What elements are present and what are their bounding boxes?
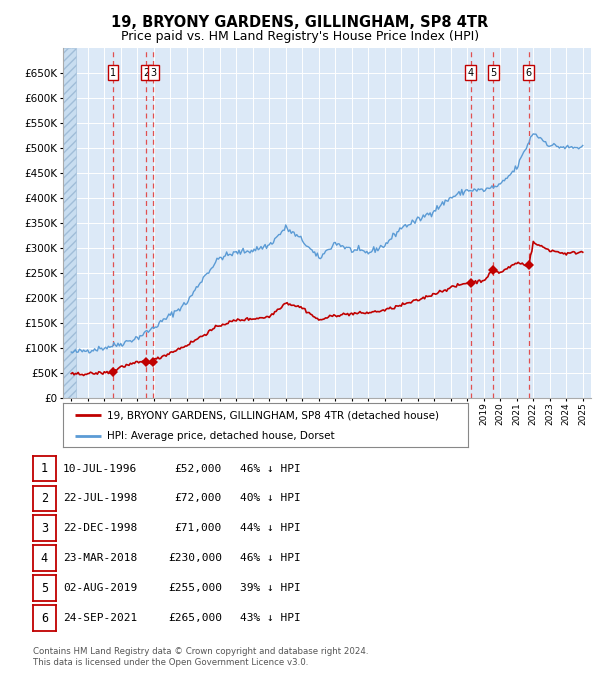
Text: 02-AUG-2019: 02-AUG-2019 [63, 583, 137, 593]
Text: 1: 1 [41, 462, 48, 475]
Text: 24-SEP-2021: 24-SEP-2021 [63, 613, 137, 623]
Text: 4: 4 [468, 67, 474, 78]
Text: 22-JUL-1998: 22-JUL-1998 [63, 494, 137, 503]
Text: 40% ↓ HPI: 40% ↓ HPI [240, 494, 301, 503]
Text: Contains HM Land Registry data © Crown copyright and database right 2024.
This d: Contains HM Land Registry data © Crown c… [33, 647, 368, 667]
Text: £230,000: £230,000 [168, 554, 222, 563]
Text: £255,000: £255,000 [168, 583, 222, 593]
Text: 3: 3 [41, 522, 48, 535]
Text: 4: 4 [41, 551, 48, 565]
Text: £265,000: £265,000 [168, 613, 222, 623]
Text: 3: 3 [150, 67, 157, 78]
Text: 46% ↓ HPI: 46% ↓ HPI [240, 464, 301, 473]
Text: 39% ↓ HPI: 39% ↓ HPI [240, 583, 301, 593]
Text: 6: 6 [41, 611, 48, 625]
Text: 2: 2 [41, 492, 48, 505]
Text: 5: 5 [490, 67, 496, 78]
Text: £52,000: £52,000 [175, 464, 222, 473]
Text: 2: 2 [143, 67, 149, 78]
Text: 1: 1 [110, 67, 116, 78]
Text: £72,000: £72,000 [175, 494, 222, 503]
Text: 19, BRYONY GARDENS, GILLINGHAM, SP8 4TR: 19, BRYONY GARDENS, GILLINGHAM, SP8 4TR [112, 15, 488, 30]
Text: 46% ↓ HPI: 46% ↓ HPI [240, 554, 301, 563]
Text: 23-MAR-2018: 23-MAR-2018 [63, 554, 137, 563]
Text: 5: 5 [41, 581, 48, 595]
Text: 10-JUL-1996: 10-JUL-1996 [63, 464, 137, 473]
Text: HPI: Average price, detached house, Dorset: HPI: Average price, detached house, Dors… [107, 431, 334, 441]
Text: 6: 6 [526, 67, 532, 78]
Text: 44% ↓ HPI: 44% ↓ HPI [240, 524, 301, 533]
Text: Price paid vs. HM Land Registry's House Price Index (HPI): Price paid vs. HM Land Registry's House … [121, 30, 479, 43]
Text: 43% ↓ HPI: 43% ↓ HPI [240, 613, 301, 623]
Text: 19, BRYONY GARDENS, GILLINGHAM, SP8 4TR (detached house): 19, BRYONY GARDENS, GILLINGHAM, SP8 4TR … [107, 410, 439, 420]
Text: £71,000: £71,000 [175, 524, 222, 533]
Text: 22-DEC-1998: 22-DEC-1998 [63, 524, 137, 533]
